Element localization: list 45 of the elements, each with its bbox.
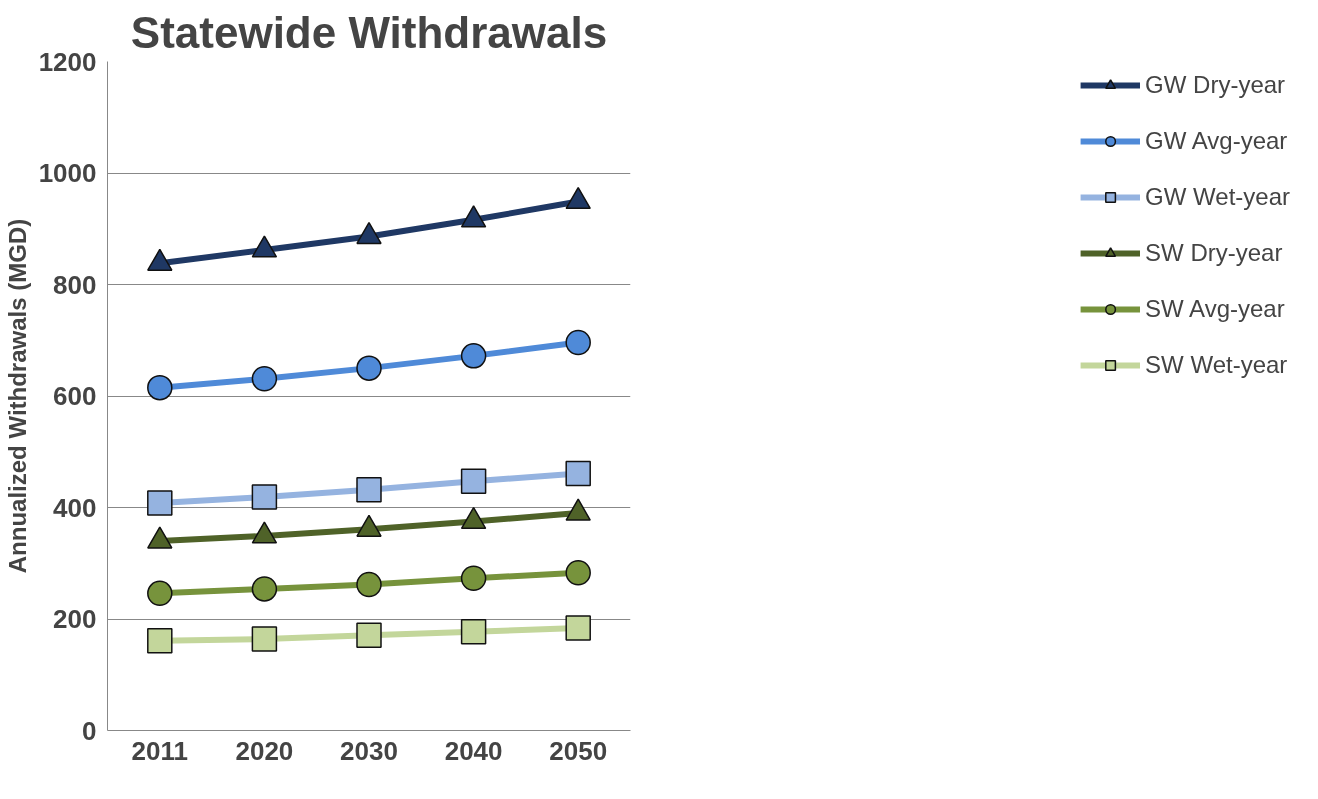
x-tick-label: 2011: [131, 735, 188, 766]
y-tick-label: 200: [53, 604, 97, 634]
x-tick-label: 2040: [444, 735, 503, 766]
point: [356, 571, 382, 598]
point: [147, 374, 173, 401]
point: [356, 355, 382, 381]
point: [147, 580, 173, 607]
point: [460, 205, 487, 228]
point: [147, 490, 173, 516]
y-axis-title: Annualized Withdrawals (MGD): [3, 218, 31, 574]
point: [251, 484, 278, 510]
point: [565, 329, 591, 356]
point: [460, 619, 487, 645]
legend-label: GW Wet-year: [1145, 183, 1290, 211]
point: [460, 468, 487, 495]
legend-label: SW Dry-year: [1145, 239, 1283, 267]
point: [147, 248, 173, 271]
point: [147, 627, 173, 654]
point: [356, 476, 382, 503]
point: [251, 235, 278, 258]
y-tick-label: 800: [53, 269, 97, 300]
legend-label: GW Dry-year: [1145, 71, 1286, 99]
x-tick-label: 2020: [235, 735, 294, 766]
y-tick-label: 600: [53, 381, 97, 411]
point: [565, 615, 591, 641]
point: [565, 460, 591, 487]
point: [356, 221, 382, 245]
point: [251, 576, 278, 602]
y-tick-label: 1000: [38, 158, 97, 188]
y-tick-label: 1200: [38, 46, 97, 77]
point: [251, 365, 278, 392]
legend-label: SW Avg-year: [1145, 295, 1285, 323]
point: [565, 560, 591, 586]
point: [356, 622, 382, 648]
point: [565, 186, 591, 210]
y-tick-label: 400: [53, 492, 97, 523]
x-tick-label: 2050: [549, 735, 608, 766]
chart-title: Statewide Withdrawals: [130, 7, 608, 57]
x-tick-label: 2030: [340, 735, 398, 766]
point: [251, 626, 278, 652]
point: [460, 343, 487, 369]
legend-label: SW Wet-year: [1145, 351, 1288, 379]
y-tick-label: 0: [82, 715, 97, 746]
point: [460, 565, 487, 592]
legend-label: GW Avg-year: [1145, 127, 1288, 155]
